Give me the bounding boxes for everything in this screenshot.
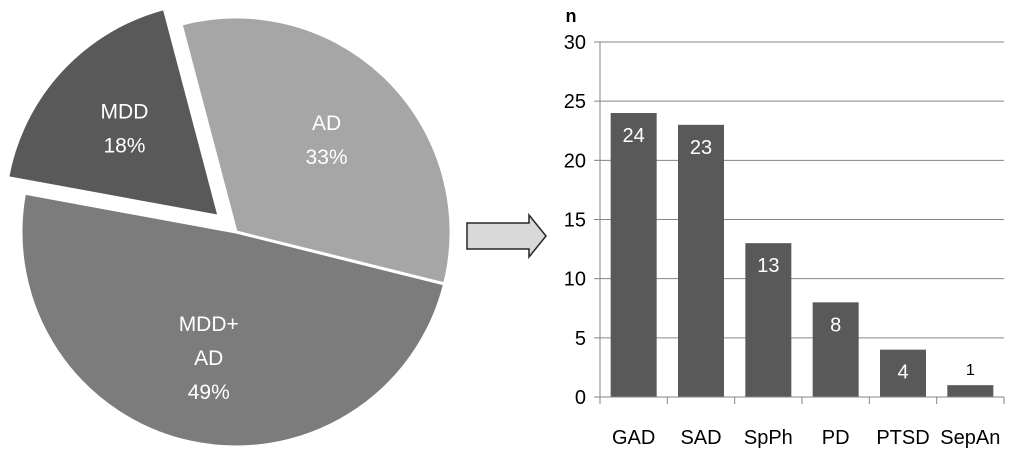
pie-slice-1 — [19, 191, 447, 449]
y-tick-label: 5 — [575, 328, 586, 350]
pie-slice-label-0: AD 33% — [306, 112, 348, 169]
x-tick-label: SAD — [680, 427, 721, 449]
bar-sad — [678, 124, 724, 397]
pie-slice-0 — [179, 15, 453, 286]
x-tick-label: GAD — [612, 427, 655, 449]
x-tick-label: SepAn — [940, 427, 1000, 449]
data-label: 13 — [757, 255, 779, 277]
y-axis-label: n — [566, 6, 577, 26]
data-label: 23 — [690, 137, 712, 159]
y-tick-label: 20 — [564, 150, 586, 172]
pie-slice-label-line: MDD — [101, 101, 149, 124]
bar-gad — [610, 113, 657, 397]
bar-pd — [812, 302, 859, 397]
data-label: 24 — [623, 125, 645, 147]
bar-sepan — [947, 385, 994, 397]
pie-slice-label-line: AD — [312, 112, 341, 135]
y-tick-label: 30 — [564, 32, 586, 54]
pie-slice-label-line: 49% — [188, 381, 230, 404]
x-tick-label: PD — [822, 427, 850, 449]
data-label: 1 — [966, 362, 975, 379]
pie-slice-label-line: MDD+ — [179, 313, 239, 336]
arrow-icon — [466, 212, 547, 260]
pie-slice-label-line: AD — [194, 347, 223, 370]
y-tick-label: 10 — [564, 269, 586, 291]
y-tick-label: 0 — [575, 387, 586, 409]
pie-slice-label-1: MDD+ AD 49% — [179, 313, 239, 404]
pie-slice-label-line: 18% — [103, 135, 145, 158]
data-label: 8 — [830, 314, 841, 336]
y-tick-label: 15 — [564, 210, 586, 232]
y-tick-label: 25 — [564, 91, 586, 113]
bar-spph — [745, 243, 792, 397]
pie-chart: AD 33% MDD+ AD 49% MDD 18% — [5, 6, 453, 449]
bar-chart: 0 5 10 15 20 25 30 n 24 GAD 23 SAD 13 SpPh 8 PD 4 PTSD 1 Se… — [564, 6, 1005, 449]
data-label: 4 — [897, 362, 908, 384]
x-tick-label: PTSD — [876, 427, 929, 449]
bar-ptsd — [880, 349, 926, 397]
pie-slice-label-2: MDD 18% — [101, 101, 149, 158]
pie-slice-2 — [5, 6, 222, 219]
x-tick-label: SpPh — [744, 427, 793, 449]
pie-slice-label-line: 33% — [306, 146, 348, 169]
